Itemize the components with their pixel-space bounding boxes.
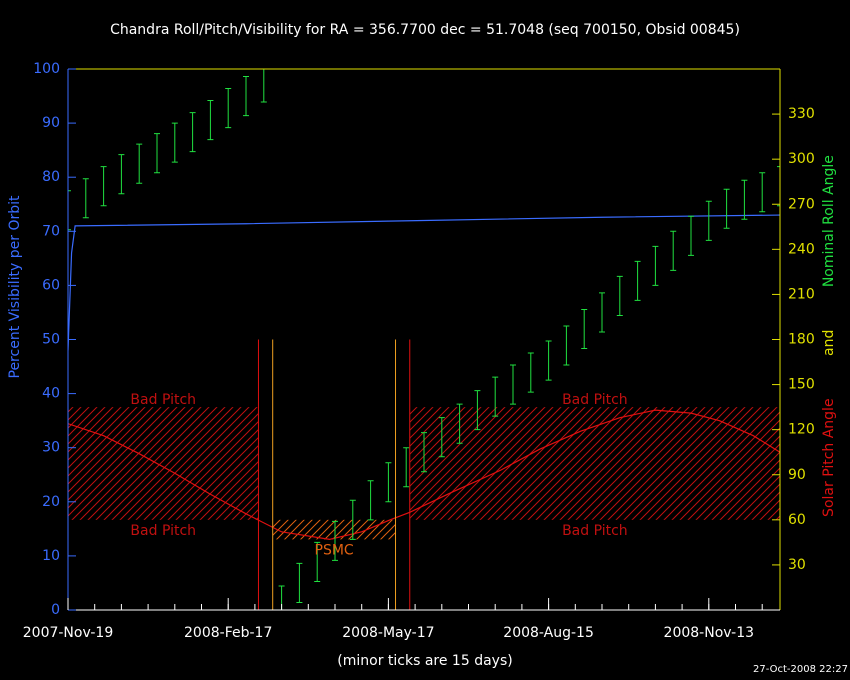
y-tick-label: 50 — [42, 332, 60, 348]
y2-tick-label: 90 — [788, 467, 806, 483]
y-tick-label: 100 — [33, 61, 60, 77]
x-note: (minor ticks are 15 days) — [337, 653, 512, 669]
error-bar — [100, 166, 107, 207]
error-bar — [314, 541, 321, 582]
error-bar — [456, 403, 463, 444]
y2-axis-label: Solar Pitch Angle and Nominal Roll Angle — [821, 155, 837, 517]
error-bar — [260, 69, 267, 103]
region-label: Bad Pitch — [562, 392, 628, 408]
chart-title: Chandra Roll/Pitch/Visibility for RA = 3… — [110, 22, 740, 38]
y2-tick-label: 210 — [788, 286, 815, 302]
error-bar — [296, 562, 303, 603]
y-tick-label: 0 — [51, 602, 60, 618]
error-bar — [688, 215, 694, 256]
error-bar — [527, 352, 534, 393]
error-bar — [225, 88, 232, 129]
x-tick-label: 2008-May-17 — [342, 625, 434, 641]
y-tick-label: 60 — [42, 277, 60, 293]
error-bar — [510, 364, 516, 405]
y2-tick-label: 180 — [788, 332, 815, 348]
region-label: PSMC — [315, 542, 354, 558]
y2-tick-label: 240 — [788, 241, 815, 257]
error-bar — [118, 154, 125, 195]
y-tick-label: 70 — [42, 223, 60, 239]
hatched-region — [68, 407, 259, 520]
error-bar — [723, 188, 730, 229]
error-bar — [670, 230, 677, 271]
error-bar — [136, 143, 143, 184]
y-axis-label: Percent Visibility per Orbit — [7, 195, 23, 379]
y2-tick-label: 270 — [788, 196, 815, 212]
region-label: Bad Pitch — [130, 392, 196, 408]
y-tick-label: 30 — [42, 440, 60, 456]
hatched-region — [272, 519, 396, 540]
y2-label-part: Nominal Roll Angle — [821, 155, 837, 287]
error-bar — [652, 245, 659, 286]
error-bar — [705, 200, 712, 241]
y-tick-label: 40 — [42, 386, 60, 402]
y2-tick-label: 60 — [788, 512, 806, 528]
error-bar — [332, 520, 338, 561]
error-bar — [616, 275, 623, 316]
y2-label-part: and — [821, 330, 837, 356]
error-bar — [243, 76, 249, 117]
error-bar — [154, 133, 160, 174]
x-tick-label: 2008-Aug-15 — [503, 625, 594, 641]
error-bar — [421, 432, 427, 473]
y2-tick-label: 150 — [788, 377, 815, 393]
region-label: Bad Pitch — [562, 523, 628, 539]
error-bar — [474, 390, 481, 431]
error-bar — [777, 166, 780, 207]
x-tick-label: 2008-Feb-17 — [184, 625, 272, 641]
error-bar — [349, 499, 356, 540]
error-bar — [581, 308, 588, 350]
x-tick-label: 2007-Nov-19 — [23, 625, 114, 641]
y2-tick-label: 30 — [788, 557, 806, 573]
timestamp: 27-Oct-2008 22:27 — [753, 664, 848, 675]
y-tick-label: 20 — [42, 494, 60, 510]
error-bar — [741, 179, 748, 220]
region-label: Bad Pitch — [130, 523, 196, 539]
error-bar — [403, 447, 410, 488]
error-bar — [759, 172, 766, 213]
error-bar — [492, 376, 499, 417]
hatched-region — [409, 407, 780, 520]
error-bar — [438, 417, 445, 458]
y2-tick-label: 330 — [788, 106, 815, 122]
x-tick-label: 2008-Nov-13 — [664, 625, 755, 641]
error-bar — [385, 462, 392, 503]
y-tick-label: 90 — [42, 115, 60, 131]
error-bar — [82, 178, 89, 219]
y2-tick-label: 300 — [788, 151, 815, 167]
error-bar — [367, 480, 374, 521]
y-tick-label: 10 — [42, 548, 60, 564]
series-line — [68, 214, 780, 351]
error-bar — [207, 100, 214, 141]
error-bar — [189, 112, 196, 153]
error-bar — [171, 122, 178, 163]
y2-tick-label: 120 — [788, 422, 815, 438]
error-bar — [634, 260, 641, 301]
error-bar — [599, 292, 605, 333]
y-tick-label: 80 — [42, 169, 60, 185]
error-bar — [545, 340, 552, 381]
error-bar — [563, 325, 570, 366]
y2-label-part: Solar Pitch Angle — [821, 398, 837, 517]
error-bar — [68, 190, 71, 231]
